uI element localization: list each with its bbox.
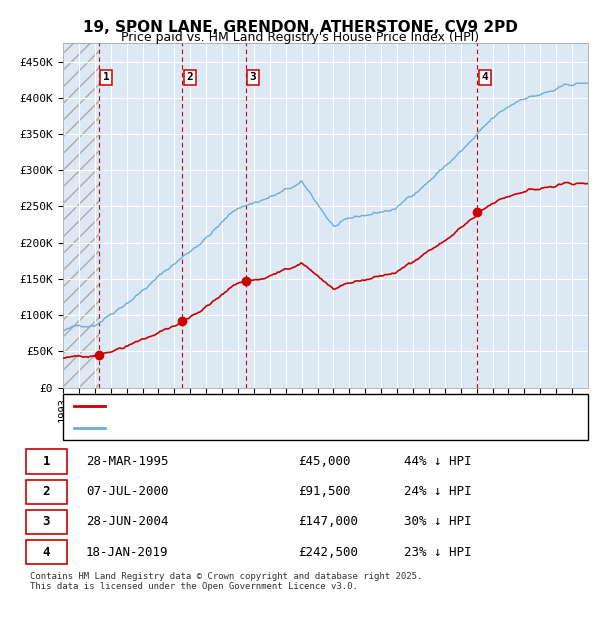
Text: 19, SPON LANE, GRENDON, ATHERSTONE, CV9 2PD: 19, SPON LANE, GRENDON, ATHERSTONE, CV9 … xyxy=(83,20,517,35)
Text: 1: 1 xyxy=(43,455,50,468)
Bar xyxy=(63,43,98,388)
Text: Contains HM Land Registry data © Crown copyright and database right 2025.
This d: Contains HM Land Registry data © Crown c… xyxy=(30,572,422,591)
Text: HPI: Average price, detached house, North Warwickshire: HPI: Average price, detached house, Nort… xyxy=(115,423,480,433)
Text: 07-JUL-2000: 07-JUL-2000 xyxy=(86,485,168,498)
Text: £91,500: £91,500 xyxy=(298,485,350,498)
FancyBboxPatch shape xyxy=(26,510,67,534)
Text: £45,000: £45,000 xyxy=(298,455,350,468)
Text: 3: 3 xyxy=(43,515,50,528)
Text: 23% ↓ HPI: 23% ↓ HPI xyxy=(404,546,472,559)
Text: 3: 3 xyxy=(250,72,257,82)
Text: 28-MAR-1995: 28-MAR-1995 xyxy=(86,455,168,468)
FancyBboxPatch shape xyxy=(26,540,67,564)
Text: £147,000: £147,000 xyxy=(298,515,358,528)
Text: 1: 1 xyxy=(103,72,109,82)
Text: 44% ↓ HPI: 44% ↓ HPI xyxy=(404,455,472,468)
Text: 28-JUN-2004: 28-JUN-2004 xyxy=(86,515,168,528)
Text: 19, SPON LANE, GRENDON, ATHERSTONE, CV9 2PD (detached house): 19, SPON LANE, GRENDON, ATHERSTONE, CV9 … xyxy=(115,402,521,412)
FancyBboxPatch shape xyxy=(26,480,67,504)
Text: 30% ↓ HPI: 30% ↓ HPI xyxy=(404,515,472,528)
FancyBboxPatch shape xyxy=(26,450,67,474)
Text: 2: 2 xyxy=(187,72,193,82)
Text: 24% ↓ HPI: 24% ↓ HPI xyxy=(404,485,472,498)
Text: 4: 4 xyxy=(43,546,50,559)
Text: 4: 4 xyxy=(481,72,488,82)
Text: 18-JAN-2019: 18-JAN-2019 xyxy=(86,546,168,559)
Text: 2: 2 xyxy=(43,485,50,498)
Text: Price paid vs. HM Land Registry's House Price Index (HPI): Price paid vs. HM Land Registry's House … xyxy=(121,31,479,44)
FancyBboxPatch shape xyxy=(63,394,588,440)
Text: £242,500: £242,500 xyxy=(298,546,358,559)
